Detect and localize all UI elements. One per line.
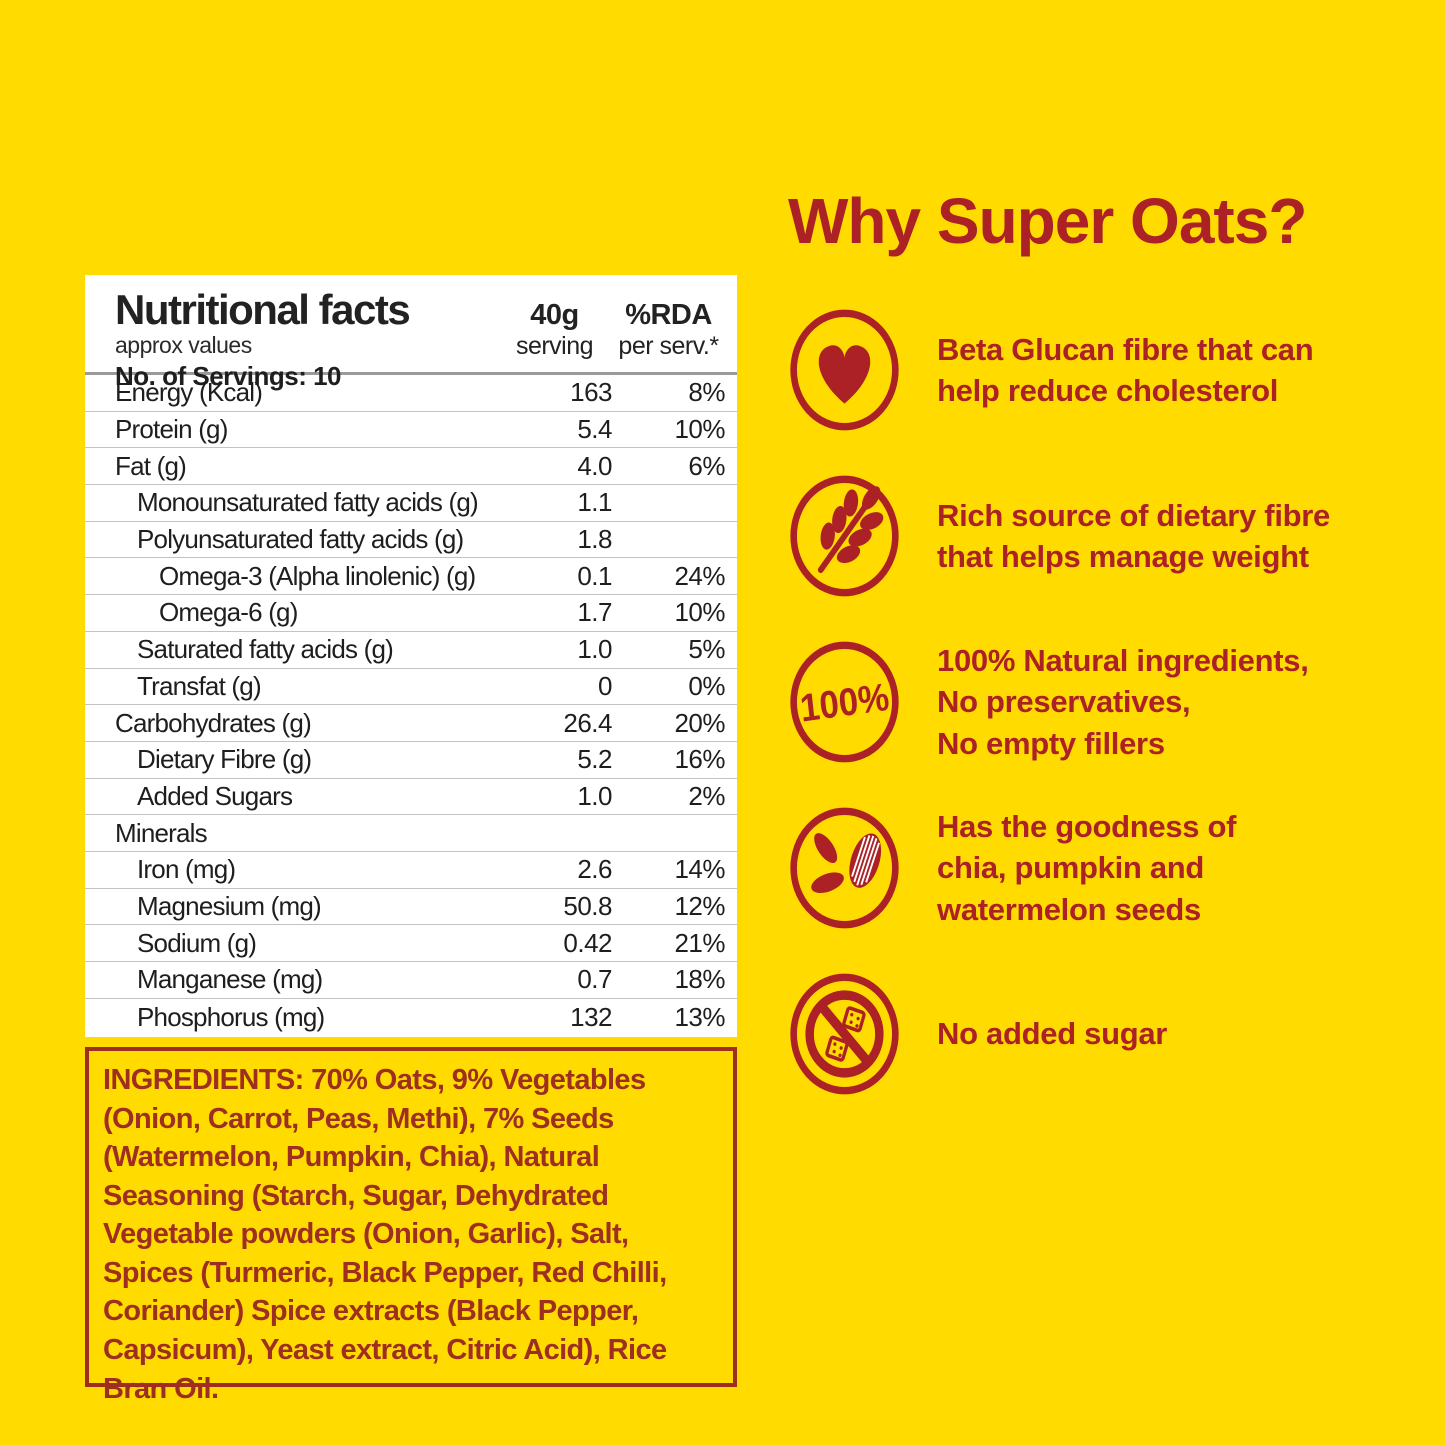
- nutrient-value: 26.4: [563, 707, 612, 738]
- nutrition-table-header-left: Nutritional facts approx values No. of S…: [115, 286, 497, 392]
- benefit-item-natural: 100% 100% Natural ingredients, No preser…: [788, 639, 1388, 765]
- nutrient-value: 1.1: [577, 487, 612, 518]
- nutrient-value: 1.0: [577, 780, 612, 811]
- nutrient-value: 1.7: [577, 597, 612, 628]
- nutrient-row-polyunsaturated: Polyunsaturated fatty acids (g) 1.8: [85, 522, 737, 559]
- nutrient-label: Carbohydrates (g): [115, 707, 312, 738]
- nutrient-rda: 13%: [674, 1001, 725, 1032]
- nutrient-label: Phosphorus (mg): [137, 1001, 325, 1032]
- nutrient-row-magnesium: Magnesium (mg) 50.8 12%: [85, 889, 737, 926]
- nutrient-label: Magnesium (mg): [137, 890, 322, 921]
- nutrient-label: Added Sugars: [137, 780, 293, 811]
- nutrient-row-iron: Iron (mg) 2.6 14%: [85, 852, 737, 889]
- 100-percent-icon: 100%: [788, 639, 901, 765]
- nutrition-facts-table: Nutritional facts approx values No. of S…: [85, 275, 737, 1037]
- nutrient-row-manganese: Manganese (mg) 0.7 18%: [85, 962, 737, 999]
- nutrient-label: Minerals: [115, 817, 208, 848]
- benefit-text: No added sugar: [937, 1016, 1168, 1052]
- nutrient-value: 0.1: [577, 560, 612, 591]
- nutrient-rda: 0%: [688, 670, 725, 701]
- nutrient-rda: 6%: [688, 450, 725, 481]
- nutrient-row-sodium: Sodium (g) 0.42 21%: [85, 925, 737, 962]
- nutrient-row-carbohydrates: Carbohydrates (g) 26.4 20%: [85, 705, 737, 742]
- nutrient-rda: 5%: [688, 634, 725, 665]
- nutrient-label: Sodium (g): [137, 927, 257, 958]
- benefit-item-fibre: Rich source of dietary fibre that helps …: [788, 473, 1388, 599]
- nutrient-value: 2.6: [577, 854, 612, 885]
- nutrient-rda: 16%: [674, 744, 725, 775]
- nutrient-value: 132: [570, 1001, 612, 1032]
- nutrient-rda: 21%: [674, 927, 725, 958]
- nutrient-value: 0.7: [577, 964, 612, 995]
- seeds-icon: [788, 805, 901, 931]
- nutrient-rda: 18%: [674, 964, 725, 995]
- nutrient-value: 4.0: [577, 450, 612, 481]
- nutrient-label: Polyunsaturated fatty acids (g): [137, 524, 464, 555]
- nutrient-row-saturated: Saturated fatty acids (g) 1.0 5%: [85, 632, 737, 669]
- nutrient-rda: 12%: [674, 890, 725, 921]
- nutrient-row-minerals: Minerals: [85, 815, 737, 852]
- ingredients-text: INGREDIENTS: 70% Oats, 9% Vegetables (On…: [103, 1064, 667, 1405]
- servings-count: No. of Servings: 10: [115, 361, 342, 391]
- nutrient-rda: 10%: [674, 597, 725, 628]
- nutrient-label: Dietary Fibre (g): [137, 744, 312, 775]
- nutrient-row-phosphorus: Phosphorus (mg) 132 13%: [85, 999, 737, 1036]
- benefit-text: Has the goodness of chia, pumpkin and wa…: [937, 808, 1237, 927]
- nutrient-label: Manganese (mg): [137, 964, 323, 995]
- nutrient-row-monounsaturated: Monounsaturated fatty acids (g) 1.1: [85, 485, 737, 522]
- nutrient-label: Transfat (g): [137, 670, 262, 701]
- column-header-serving: 40g serving: [515, 299, 594, 361]
- nutrition-table-header: Nutritional facts approx values No. of S…: [85, 275, 737, 392]
- nutrient-rda: 24%: [674, 560, 725, 591]
- nutrient-rda: 8%: [688, 377, 725, 408]
- benefit-item-seeds: Has the goodness of chia, pumpkin and wa…: [788, 805, 1388, 931]
- nutrient-row-added-sugars: Added Sugars 1.0 2%: [85, 779, 737, 816]
- nutrient-value: 0.42: [563, 927, 612, 958]
- nutrient-value: 1.8: [577, 524, 612, 555]
- nutrient-rows: Energy (Kcal) 163 8% Protein (g) 5.4 10% Fat…: [85, 375, 737, 1035]
- section-title: Why Super Oats?: [788, 185, 1307, 257]
- nutrient-row-dietary-fibre: Dietary Fibre (g) 5.2 16%: [85, 742, 737, 779]
- column-header-rda: %RDA per serv.*: [618, 299, 719, 361]
- benefit-item-no-sugar: No added sugar: [788, 971, 1388, 1097]
- nutrient-row-energy: Energy (Kcal) 163 8%: [85, 375, 737, 412]
- nutrient-rda: 14%: [674, 854, 725, 885]
- nutrient-row-omega3: Omega-3 (Alpha linolenic) (g) 0.1 24%: [85, 558, 737, 596]
- nutrient-rda: 10%: [674, 414, 725, 445]
- wheat-icon: [788, 473, 901, 599]
- nutrient-value: 1.0: [577, 634, 612, 665]
- nutrient-row-protein: Protein (g) 5.4 10%: [85, 412, 737, 449]
- benefit-text: Beta Glucan fibre that can help reduce c…: [937, 331, 1314, 409]
- benefit-text: Rich source of dietary fibre that helps …: [937, 497, 1330, 575]
- nutrient-row-fat: Fat (g) 4.0 6%: [85, 448, 737, 486]
- nutrient-label: Fat (g): [115, 450, 187, 481]
- benefit-text: 100% Natural ingredients, No preservativ…: [937, 642, 1309, 761]
- why-super-oats-section: Why Super Oats? Beta Glucan fibre that c…: [788, 185, 1388, 1137]
- nutrient-value: 5.2: [577, 744, 612, 775]
- nutrition-title: Nutritional facts: [115, 286, 411, 333]
- nutrient-label: Omega-3 (Alpha linolenic) (g): [159, 560, 476, 591]
- 100-percent-label: 100%: [798, 675, 891, 730]
- nutrient-value: 5.4: [577, 414, 612, 445]
- nutrient-value: 0: [598, 670, 612, 701]
- nutrient-value: 163: [570, 377, 612, 408]
- nutrient-row-transfat: Transfat (g) 0 0%: [85, 669, 737, 706]
- nutrient-label: Energy (Kcal): [115, 377, 263, 408]
- nutrient-row-omega6: Omega-6 (g) 1.7 10%: [85, 595, 737, 632]
- nutrient-label: Saturated fatty acids (g): [137, 634, 394, 665]
- heart-icon: [788, 307, 901, 433]
- ingredients-box: INGREDIENTS: 70% Oats, 9% Vegetables (On…: [85, 1047, 737, 1405]
- nutrient-label: Monounsaturated fatty acids (g): [137, 487, 479, 518]
- no-added-sugar-icon: [788, 971, 901, 1097]
- nutrition-subtitle: approx values: [115, 332, 252, 358]
- nutrient-label: Iron (mg): [137, 854, 236, 885]
- nutrient-rda: 20%: [674, 707, 725, 738]
- nutrient-value: 50.8: [563, 890, 612, 921]
- nutrient-label: Omega-6 (g): [159, 597, 298, 628]
- nutrient-label: Protein (g): [115, 414, 228, 445]
- nutrient-rda: 2%: [688, 780, 725, 811]
- benefit-item-cholesterol: Beta Glucan fibre that can help reduce c…: [788, 307, 1388, 433]
